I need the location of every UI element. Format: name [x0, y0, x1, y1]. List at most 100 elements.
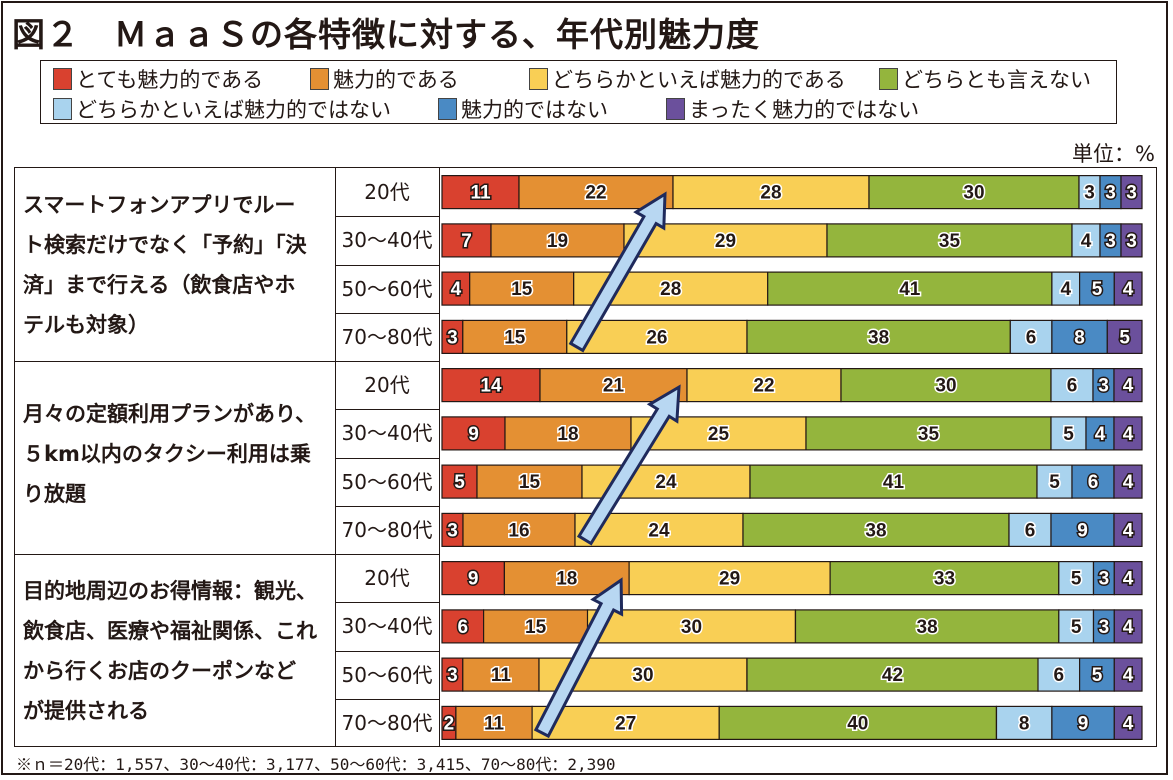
legend-swatch: [53, 68, 72, 90]
legend-item: どちらとも言えない: [879, 64, 1091, 94]
feature-label-line: 目的地周辺のお得情報：観光、: [23, 578, 317, 603]
bar-segment: [483, 609, 589, 644]
legend-item: とても魅力的である: [53, 64, 263, 94]
data-label: 4: [1123, 617, 1134, 638]
data-label: 3: [447, 665, 458, 686]
bar-segment: [995, 705, 1053, 741]
data-label: 41: [883, 472, 905, 493]
data-label: 4: [1123, 569, 1134, 590]
trend-arrow-icon: [568, 191, 667, 353]
data-label: 16: [508, 520, 529, 541]
data-label: 5: [1063, 424, 1074, 445]
data-label: 11: [470, 183, 491, 204]
data-label: 5: [1071, 569, 1082, 590]
footnote: ※ｎ＝20代：1,557、30～40代：3,177、50～60代：3,415、7…: [16, 755, 616, 774]
data-label: 30: [632, 665, 653, 686]
legend-item: 魅力的ではない: [438, 94, 608, 124]
age-label: 20代: [364, 566, 410, 590]
legend: とても魅力的である 魅力的である どちらかといえば魅力的である どちらとも言えないどち…: [40, 60, 1117, 124]
legend-swatch: [879, 68, 898, 90]
data-label: 3: [1084, 183, 1095, 204]
legend-swatch: [438, 98, 457, 120]
feature-label-line: り放題: [23, 481, 86, 506]
data-label: 6: [1026, 327, 1037, 348]
bar-segment: [1078, 271, 1115, 306]
data-label: 19: [547, 231, 568, 252]
bar-segment: [1078, 657, 1115, 692]
trend-arrow-icon: [533, 577, 624, 739]
bar-segment: [628, 561, 831, 596]
chart-table: 11 22 28 30 3 3 3 7 19 29 35 4 3 3 4 15 28 41 4 5 4 3 15 26 38 6 8…: [14, 167, 1157, 747]
trend-arrow-icon: [576, 384, 681, 546]
data-label: 9: [468, 569, 479, 590]
data-label: 6: [1088, 472, 1099, 493]
data-label: 25: [708, 424, 730, 445]
data-label: 4: [1123, 376, 1134, 397]
column-divider: [439, 168, 440, 746]
bar-segment: [1050, 512, 1115, 547]
bar-segment: [490, 223, 625, 258]
bar-segment: [1113, 464, 1143, 499]
legend-label: まったく魅力的ではない: [689, 98, 920, 122]
bar-segment: [1113, 512, 1143, 547]
bar-segment: [441, 561, 506, 596]
row-divider: [335, 216, 439, 218]
feature-label-line: テルも対象）: [23, 312, 149, 337]
age-label: 50～60代: [341, 469, 433, 494]
feature-label: 月々の定額利用プランがあり、 ５km以内のタクシー利用は乗 り放題: [15, 394, 335, 514]
data-label: 22: [585, 183, 606, 204]
data-label: 4: [1123, 279, 1134, 300]
data-label: 38: [917, 617, 938, 638]
feature-label-line: が提供される: [23, 698, 149, 723]
data-label: 5: [1092, 665, 1103, 686]
legend-label: どちらとも言えない: [902, 68, 1091, 92]
bar-segment: [1120, 223, 1143, 258]
data-label: 5: [1092, 279, 1103, 300]
bar-segment: [469, 271, 575, 306]
data-label: 15: [519, 472, 541, 493]
data-label: 38: [865, 520, 886, 541]
legend-item: 魅力的である: [310, 64, 459, 94]
bar-segment: [1071, 464, 1115, 499]
data-label: 15: [504, 327, 526, 348]
bar-segment: [1113, 705, 1143, 741]
bar-segment: [1113, 271, 1143, 306]
age-label: 20代: [364, 180, 410, 204]
data-label: 8: [1074, 327, 1085, 348]
age-label: 70～80代: [341, 517, 433, 542]
data-label: 5: [454, 472, 465, 493]
row-divider: [335, 457, 439, 459]
bar-segment: [1113, 657, 1143, 692]
data-label: 35: [939, 231, 961, 252]
data-label: 28: [760, 183, 781, 204]
data-label: 9: [1078, 713, 1089, 734]
legend-label: どちらかといえば魅力的ではない: [76, 98, 391, 122]
data-label: 4: [1095, 424, 1106, 445]
bar-segment: [1036, 464, 1073, 499]
data-label: 5: [1049, 472, 1060, 493]
data-label: 18: [557, 424, 578, 445]
data-label: 4: [1123, 713, 1134, 734]
data-label: 5: [1119, 327, 1130, 348]
feature-label-line: 月々の定額利用プランがあり、: [23, 401, 317, 426]
data-label: 9: [468, 424, 479, 445]
legend-label: どちらかといえば魅力的である: [552, 68, 846, 92]
bar-segment: [623, 223, 828, 258]
bar-segment: [476, 464, 583, 499]
age-label: 30～40代: [341, 421, 433, 446]
data-label: 24: [655, 472, 677, 493]
legend-swatch: [310, 68, 329, 90]
data-label: 35: [918, 424, 940, 445]
bar-segment: [718, 705, 998, 741]
feature-label-line: 済」まで行える（飲食店やホ: [23, 272, 296, 297]
bar-segment: [829, 561, 1060, 596]
bar-segment: [1106, 319, 1143, 354]
data-label: 29: [719, 569, 740, 590]
row-divider: [335, 650, 439, 652]
data-label: 2: [444, 713, 455, 734]
data-label: 38: [868, 327, 889, 348]
age-label: 30～40代: [341, 614, 433, 639]
data-label: 7: [461, 231, 472, 252]
data-label: 42: [882, 665, 903, 686]
column-divider: [335, 168, 336, 746]
